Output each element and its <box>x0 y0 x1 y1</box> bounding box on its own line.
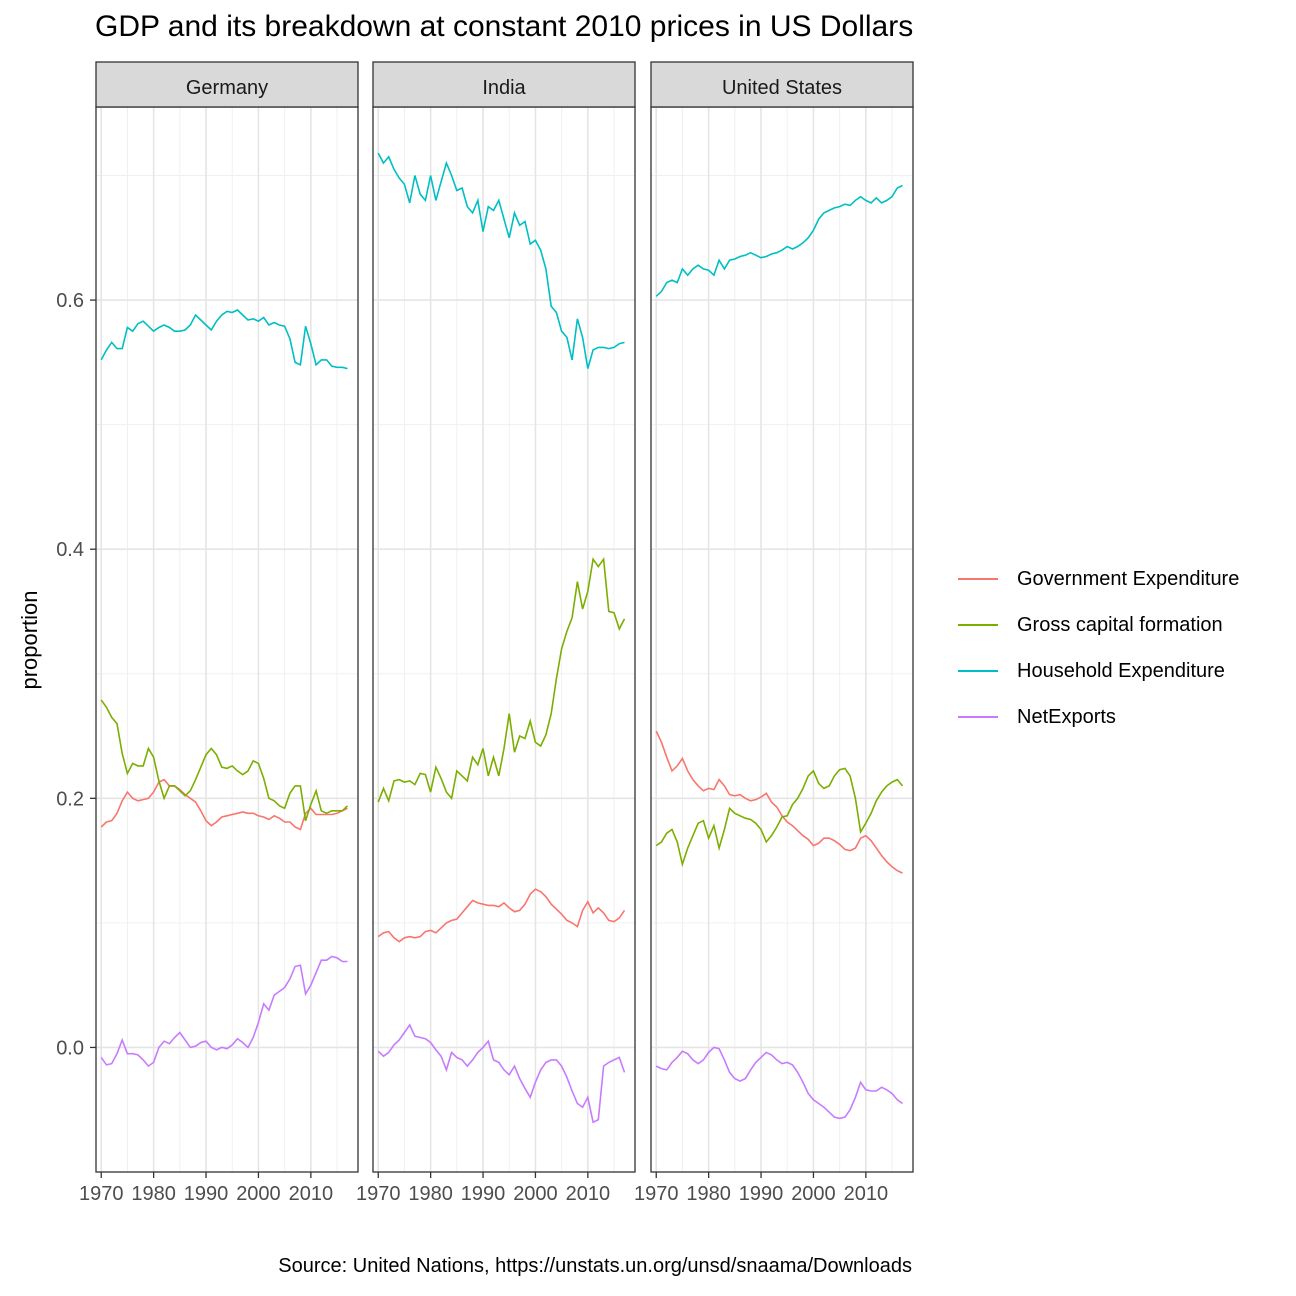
legend-label: Household Expenditure <box>1017 660 1225 682</box>
x-tick-label: 1970 <box>634 1183 679 1205</box>
panel-border <box>650 106 914 1173</box>
panel-border <box>372 106 636 1173</box>
x-tick-label: 1990 <box>739 1183 784 1205</box>
legend-label: NetExports <box>1017 706 1116 728</box>
facet-strip <box>372 61 636 108</box>
facet-panel-germany: Germany 1970 1980 1990 2000 2010 0.0 0.2 0.4 0.6 <box>56 61 359 1205</box>
y-tick-label: 0.0 <box>56 1037 84 1059</box>
x-tick-label: 2010 <box>844 1183 889 1205</box>
x-tick-label: 2000 <box>236 1183 281 1205</box>
facet-strip-label: Germany <box>186 77 268 99</box>
panel-border <box>95 106 359 1173</box>
series-line-netexports <box>377 1023 626 1124</box>
series-line-gross-capital-formation <box>655 767 904 868</box>
x-tick-label: 2000 <box>513 1183 558 1205</box>
series-line-gross-capital-formation <box>100 699 349 821</box>
x-tick-label: 1990 <box>184 1183 229 1205</box>
x-tick-label: 1980 <box>686 1183 731 1205</box>
series-line-government-expenditure <box>100 778 348 831</box>
series-line-government-expenditure <box>655 730 903 874</box>
x-tick-label: 2010 <box>566 1183 611 1205</box>
x-tick-label: 2000 <box>791 1183 836 1205</box>
chart-title: GDP and its breakdown at constant 2010 p… <box>95 10 914 43</box>
series-line-netexports <box>100 955 348 1068</box>
facet-strip <box>95 61 359 108</box>
y-tick-label: 0.6 <box>56 290 84 312</box>
legend-key-government-expenditure <box>958 578 998 580</box>
y-tick-label: 0.2 <box>56 788 84 810</box>
x-tick-label: 1980 <box>131 1183 176 1205</box>
facet-panel-united-states: United States 1970 1980 1990 2000 2010 <box>634 61 914 1205</box>
legend-label: Gross capital formation <box>1017 614 1223 636</box>
legend-key-netexports <box>958 716 998 718</box>
source-caption: Source: United Nations, https://unstats.… <box>278 1255 912 1277</box>
legend-label: Government Expenditure <box>1017 568 1240 590</box>
x-tick-label: 1980 <box>408 1183 453 1205</box>
facet-panels: Germany 1970 1980 1990 2000 2010 0.0 0.2 0.4 0.6 I… <box>56 61 914 1205</box>
facet-strip-label: India <box>482 77 526 99</box>
series-line-government-expenditure <box>377 888 626 943</box>
legend-key-gross-capital-formation <box>958 624 998 626</box>
x-tick-label: 1970 <box>79 1183 124 1205</box>
x-tick-label: 2010 <box>289 1183 334 1205</box>
series-line-household-expenditure <box>377 152 625 369</box>
facet-panel-india: India 1970 1980 1990 2000 2010 <box>356 61 636 1205</box>
x-tick-label: 1990 <box>461 1183 506 1205</box>
legend-key-household-expenditure <box>958 670 998 672</box>
x-tick-label: 1970 <box>356 1183 401 1205</box>
facet-strip-label: United States <box>722 77 842 99</box>
series-line-gross-capital-formation <box>377 557 626 804</box>
series-line-netexports <box>655 1046 903 1120</box>
facet-strip <box>650 61 914 108</box>
series-line-household-expenditure <box>100 309 348 370</box>
y-tick-label: 0.4 <box>56 539 84 561</box>
series-line-household-expenditure <box>655 184 903 297</box>
